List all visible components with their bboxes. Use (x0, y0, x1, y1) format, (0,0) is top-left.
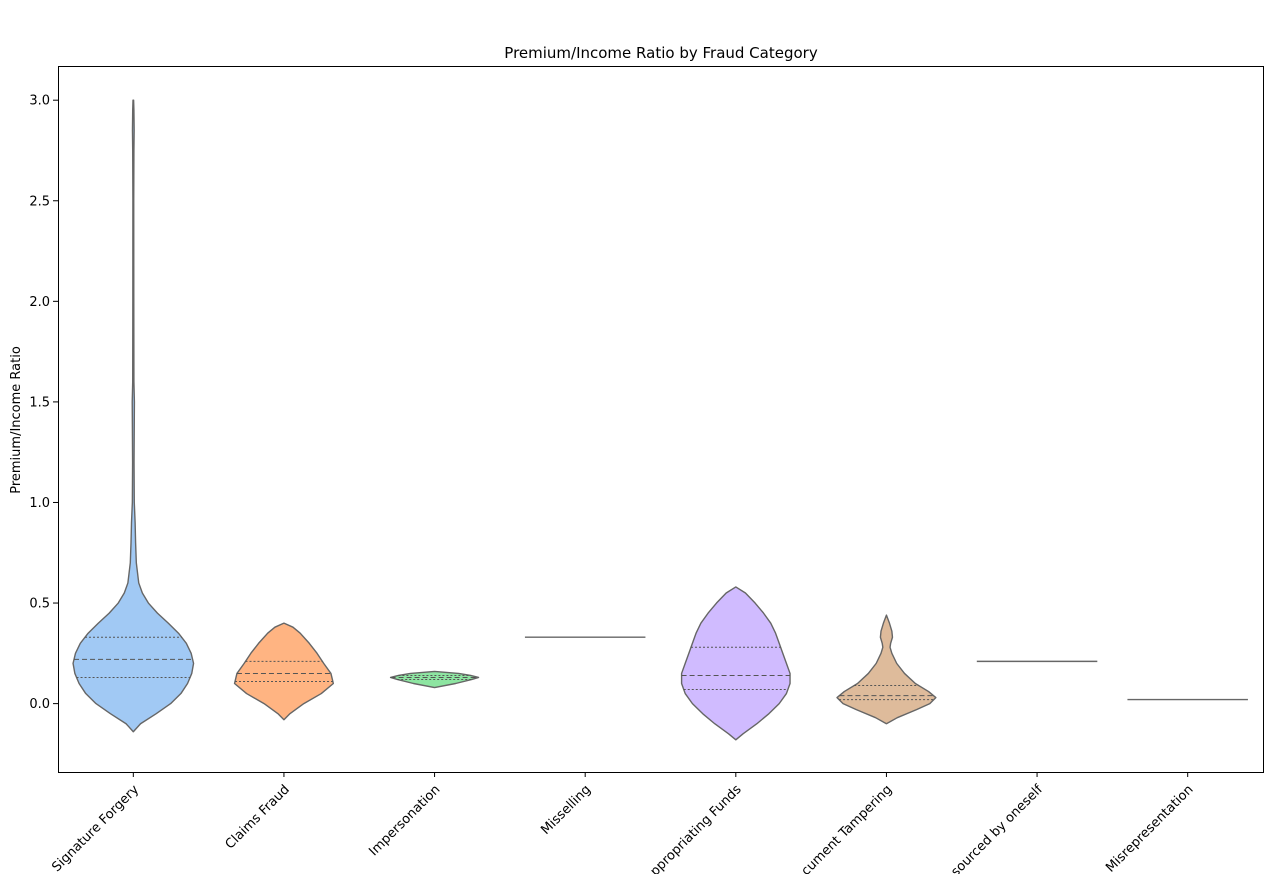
violin-ppropriating-funds (680, 586, 791, 741)
x-tick-label: cument Tampering (799, 782, 896, 874)
x-tick-label: Misselling (538, 782, 594, 838)
y-tick-label: 1.0 (29, 496, 50, 511)
violin-cument-tampering (836, 614, 937, 725)
x-tick-label: Misrepresentation (1103, 782, 1196, 874)
x-tick-label: Claims Fraud (223, 782, 293, 852)
violin-signature-forgery (72, 99, 195, 733)
y-tick-label: 3.0 (29, 94, 50, 109)
y-tick-label: 2.0 (29, 295, 50, 310)
y-tick-label: 0.0 (29, 697, 50, 712)
plot-area-frame (58, 66, 1264, 773)
x-tick-label: ppropriating Funds (648, 782, 745, 874)
y-tick-label: 1.5 (29, 395, 50, 410)
axis-layer: 0.0 0.5 1.0 1.5 2.0 2.5 3.0 Signature Forgery Cl… (29, 94, 1196, 874)
violin-claims-fraud (233, 622, 335, 721)
x-tick-label: sourced by oneself (948, 782, 1046, 874)
x-tick-label: Signature Forgery (49, 782, 142, 874)
y-axis-title: Premium/Income Ratio (9, 346, 24, 494)
y-tick-label: 2.5 (29, 194, 50, 209)
chart-title: Premium/Income Ratio by Fraud Category (504, 44, 818, 62)
x-tick-label: Impersonation (366, 782, 443, 859)
y-tick-label: 0.5 (29, 597, 50, 612)
plot-layer (72, 99, 1248, 741)
